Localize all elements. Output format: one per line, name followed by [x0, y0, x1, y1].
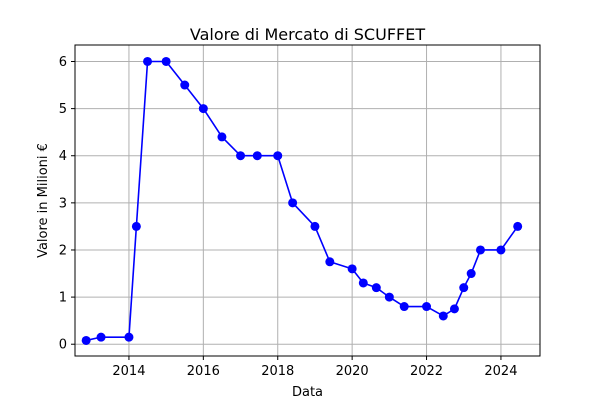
data-point [96, 332, 106, 342]
data-point [438, 311, 448, 321]
x-tick-label: 2024 [484, 364, 517, 379]
data-point [124, 332, 134, 342]
y-tick-label: 1 [59, 291, 67, 306]
x-axis-label: Data [292, 385, 323, 400]
data-point [449, 304, 459, 314]
data-point [217, 132, 227, 142]
data-point [347, 264, 357, 274]
x-tick-label: 2016 [187, 364, 220, 379]
data-point [399, 302, 409, 312]
data-point [198, 104, 208, 114]
data-point [288, 198, 298, 208]
y-tick-label: 0 [59, 338, 67, 353]
data-point [358, 278, 368, 288]
data-point [143, 56, 153, 66]
data-point [384, 292, 394, 302]
data-point [466, 269, 476, 279]
x-tick-label: 2014 [112, 364, 145, 379]
y-axis-label: Valore in Milioni € [36, 143, 51, 258]
y-tick-label: 3 [59, 196, 67, 211]
chart-title: Valore di Mercato di SCUFFET [190, 25, 425, 44]
axes-frame [74, 44, 541, 357]
x-tick-label: 2018 [261, 364, 294, 379]
data-point [161, 56, 171, 66]
data-series [81, 56, 523, 345]
axis-ticks: 2014 2016 2018 2020 2022 2024 0 1 2 3 4 5 6 [59, 55, 518, 379]
x-tick-label: 2020 [336, 364, 369, 379]
y-tick-label: 2 [59, 243, 67, 258]
data-point [310, 221, 320, 231]
data-point [180, 80, 190, 90]
data-point [131, 221, 141, 231]
data-point [371, 283, 381, 293]
data-point [236, 151, 246, 161]
x-tick-label: 2022 [410, 364, 443, 379]
data-point [513, 221, 523, 231]
data-point [459, 283, 469, 293]
y-tick-label: 4 [59, 149, 67, 164]
series-line [85, 60, 519, 342]
data-point [273, 151, 283, 161]
data-point [252, 151, 262, 161]
y-tick-label: 5 [59, 102, 67, 117]
data-point [496, 245, 506, 255]
data-point [81, 335, 91, 345]
plot-area [75, 45, 540, 356]
data-point [325, 257, 335, 267]
data-point [475, 245, 485, 255]
data-point [422, 302, 432, 312]
y-tick-label: 6 [59, 55, 67, 70]
